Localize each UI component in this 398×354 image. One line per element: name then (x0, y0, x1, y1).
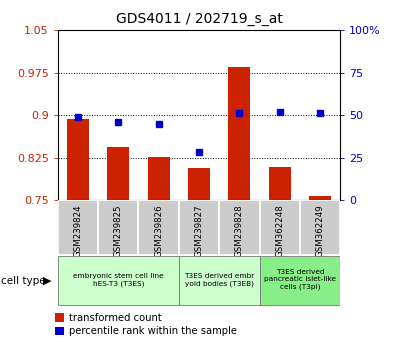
Text: T3ES derived
pancreatic islet-like
cells (T3pi): T3ES derived pancreatic islet-like cells… (264, 269, 336, 290)
Bar (300, 200, 340, 255)
Title: GDS4011 / 202719_s_at: GDS4011 / 202719_s_at (115, 12, 283, 26)
Text: T3ES derived embr
yoid bodies (T3EB): T3ES derived embr yoid bodies (T3EB) (184, 273, 254, 286)
Legend: transformed count, percentile rank within the sample: transformed count, percentile rank withi… (55, 313, 237, 337)
Bar (98, 200, 139, 255)
Bar (67, 119, 89, 200)
Text: GSM239826: GSM239826 (154, 204, 163, 257)
Text: GSM239824: GSM239824 (73, 204, 82, 257)
Bar (269, 167, 291, 200)
Bar (219, 200, 259, 255)
Bar (58, 200, 98, 255)
Text: GSM239828: GSM239828 (235, 204, 244, 257)
Text: embryonic stem cell line
hES-T3 (T3ES): embryonic stem cell line hES-T3 (T3ES) (73, 273, 164, 286)
Text: GSM239825: GSM239825 (114, 204, 123, 257)
Bar (179, 200, 219, 255)
Bar (228, 68, 250, 200)
Text: ▶: ▶ (43, 275, 51, 286)
Bar (58, 256, 179, 305)
Bar (179, 256, 259, 305)
Text: GSM362249: GSM362249 (316, 204, 325, 257)
Bar (259, 200, 300, 255)
Text: cell type: cell type (1, 275, 45, 286)
Bar (188, 168, 210, 200)
Bar (309, 196, 331, 200)
Bar (148, 157, 170, 200)
Bar (259, 256, 340, 305)
Text: GSM239827: GSM239827 (195, 204, 203, 257)
Text: GSM362248: GSM362248 (275, 204, 284, 257)
Bar (139, 200, 179, 255)
Bar (107, 147, 129, 200)
